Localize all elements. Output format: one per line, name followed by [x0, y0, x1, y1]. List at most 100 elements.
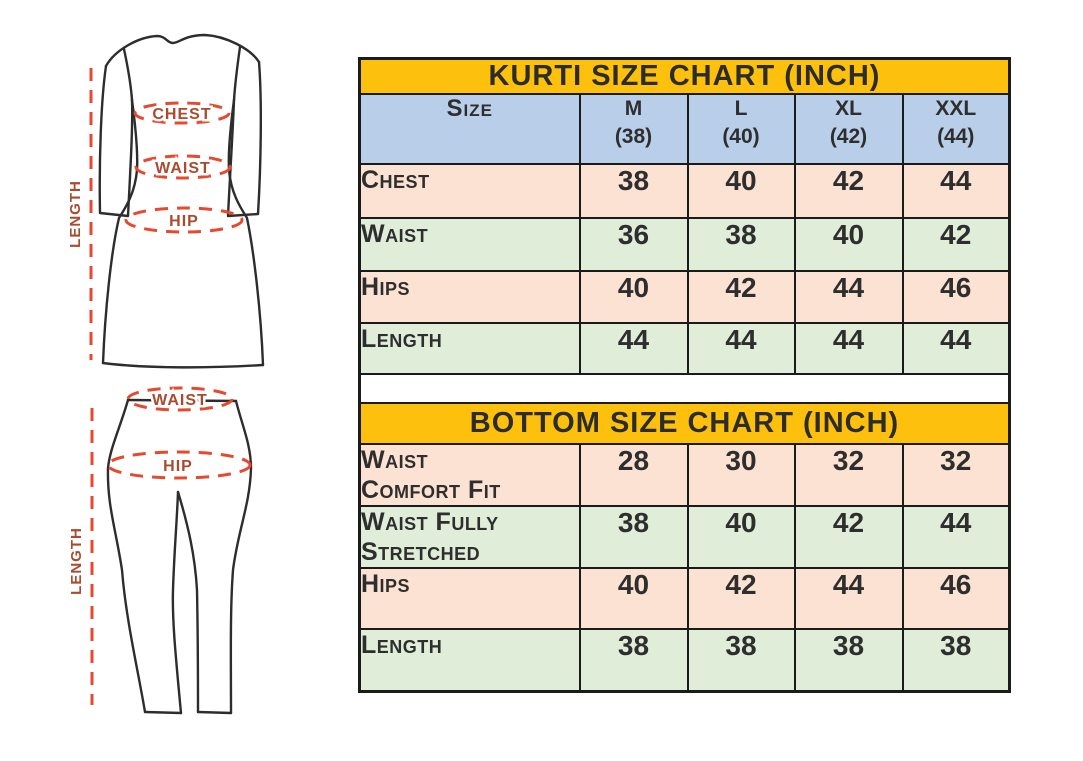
kurti-left-seam	[122, 47, 134, 102]
bottom-hip-ellipse	[106, 450, 252, 480]
kurti-right-side	[227, 98, 265, 367]
kurti-sketch: LENGTH CHEST WAIST HIP	[65, 33, 265, 369]
kurti-hem	[101, 361, 265, 369]
size-value: 44	[686, 322, 796, 375]
kurti-row-chest: Chest 38 40 42 44	[358, 163, 1011, 219]
size-value: 30	[686, 443, 796, 507]
size-value: 38	[578, 163, 689, 219]
kurti-waist-ellipse	[134, 154, 232, 180]
row-label: Hips	[358, 270, 581, 324]
size-value: 42	[793, 163, 904, 219]
size-value: 40	[793, 217, 904, 272]
kurti-row-hips: Hips 40 42 44 46	[358, 270, 1011, 324]
kurti-length-label: LENGTH	[67, 180, 84, 248]
kurti-header-row: Size M (38) L (40) XL (42) XXL (44)	[358, 93, 1011, 165]
size-code: XXL	[935, 97, 977, 120]
size-code: XL	[835, 97, 862, 120]
size-value: 44	[793, 270, 904, 324]
size-value: 38	[686, 217, 796, 272]
size-value: 32	[793, 443, 904, 507]
size-number: (40)	[722, 125, 760, 148]
size-number: (38)	[614, 125, 653, 148]
size-number: (44)	[937, 125, 975, 148]
size-value: 44	[793, 567, 904, 630]
kurti-row-waist: Waist 36 38 40 42	[358, 217, 1011, 272]
bottom-row-waist-comfort-fit: Waist Comfort Fit 28 30 32 32	[358, 443, 1011, 507]
kurti-waist-label: WAIST	[155, 160, 211, 177]
size-value: 46	[901, 270, 1011, 324]
size-value: 44	[901, 163, 1011, 219]
size-value: 40	[686, 163, 796, 219]
bottom-left-inner-leg	[171, 490, 183, 715]
size-value: 38	[578, 505, 689, 569]
column-header-m: M (38)	[578, 93, 689, 165]
chart-gap	[358, 373, 1011, 404]
row-label-line2: Comfort Fit	[361, 476, 501, 504]
size-value: 44	[578, 322, 689, 375]
bottom-row-hips: Hips 40 42 44 46	[358, 567, 1011, 630]
row-label: Waist	[358, 217, 581, 272]
size-value: 40	[686, 505, 796, 569]
size-value: 42	[793, 505, 904, 569]
kurti-title-row: KURTI SIZE CHART (INCH)	[358, 57, 1011, 95]
row-label: Chest	[358, 163, 581, 219]
size-tables: KURTI SIZE CHART (INCH) Size M (38) L (4…	[358, 57, 1011, 693]
kurti-hip-label: HIP	[169, 213, 199, 230]
size-value: 38	[901, 628, 1011, 692]
size-value: 44	[793, 322, 904, 375]
row-label-line2: Stretched	[361, 538, 481, 566]
kurti-chest-label: CHEST	[152, 106, 211, 123]
kurti-left-sleeve	[98, 64, 134, 218]
bottom-sketch: LENGTH WAIST HIP	[66, 386, 253, 715]
row-label-line1: Waist Fully	[361, 508, 499, 536]
row-label-line1: Waist	[361, 446, 429, 474]
kurti-chest-ellipse	[133, 101, 231, 125]
bottom-chart-title: BOTTOM SIZE CHART (INCH)	[358, 402, 1011, 445]
bottom-left-outline	[106, 398, 147, 714]
row-label: Waist Comfort Fit	[358, 443, 581, 507]
kurti-hip-ellipse	[124, 206, 244, 234]
kurti-chart-title: KURTI SIZE CHART (INCH)	[358, 57, 1011, 95]
bottom-length-label: LENGTH	[68, 527, 85, 595]
size-value: 46	[901, 567, 1011, 630]
bottom-row-length: Length 38 38 38 38	[358, 628, 1011, 692]
size-value: 44	[901, 505, 1011, 569]
bottom-right-inner-leg	[176, 490, 200, 714]
column-header-xxl: XXL (44)	[901, 93, 1011, 165]
row-label: Waist Fully Stretched	[358, 505, 581, 569]
size-value: 32	[901, 443, 1011, 507]
bottom-row-waist-fully-stretched: Waist Fully Stretched 38 40 42 44	[358, 505, 1011, 569]
chart-gap-row	[358, 373, 1011, 404]
size-value: 28	[578, 443, 689, 507]
kurti-shoulder-line	[104, 33, 261, 68]
size-value: 36	[578, 217, 689, 272]
row-label: Length	[358, 628, 581, 692]
size-value: 40	[578, 567, 689, 630]
bottom-waist-ellipse	[126, 386, 234, 412]
row-label: Length	[358, 322, 581, 375]
kurti-row-length: Length 44 44 44 44	[358, 322, 1011, 375]
kurti-right-seam	[232, 45, 242, 102]
bottom-hip-label: HIP	[163, 458, 193, 475]
column-header-size: Size	[358, 93, 581, 165]
size-number: (42)	[829, 125, 868, 148]
size-value: 38	[793, 628, 904, 692]
bottom-title-row: BOTTOM SIZE CHART (INCH)	[358, 402, 1011, 445]
size-value: 38	[578, 628, 689, 692]
bottom-left-hem	[143, 710, 183, 715]
column-header-xl: XL (42)	[793, 93, 904, 165]
garment-diagram: LENGTH CHEST WAIST HIP LENGTH WAIST	[65, 33, 265, 715]
size-value: 40	[578, 270, 689, 324]
kurti-right-sleeve	[226, 60, 263, 218]
bottom-waist-label: WAIST	[152, 392, 208, 409]
column-header-l: L (40)	[686, 93, 796, 165]
row-label: Hips	[358, 567, 581, 630]
size-code: M	[624, 97, 643, 120]
size-value: 38	[686, 628, 796, 692]
kurti-left-side	[101, 98, 139, 365]
bottom-right-outline	[229, 399, 253, 715]
size-value: 42	[686, 567, 796, 630]
size-value: 44	[901, 322, 1011, 375]
size-value: 42	[686, 270, 796, 324]
